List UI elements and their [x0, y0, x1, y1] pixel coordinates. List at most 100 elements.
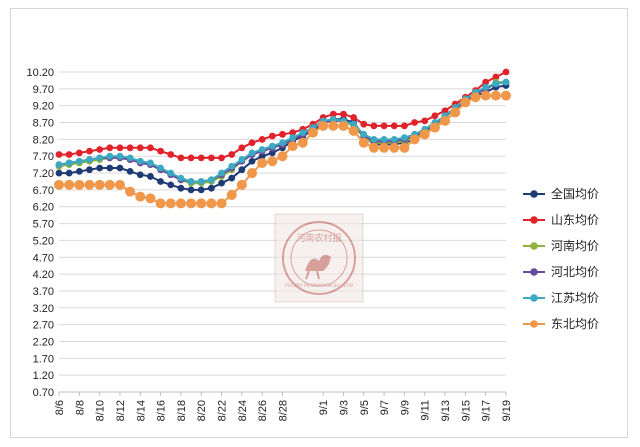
x-tick-label: 9/15	[460, 400, 472, 421]
data-point	[360, 130, 368, 138]
data-point	[338, 120, 349, 131]
data-point	[216, 198, 227, 209]
data-point	[248, 157, 256, 165]
data-point	[502, 78, 510, 86]
data-point	[257, 157, 268, 168]
legend-swatch-marker	[530, 190, 538, 198]
data-point	[348, 125, 359, 136]
data-point	[177, 154, 185, 162]
data-point	[277, 151, 288, 162]
data-point	[389, 142, 400, 153]
x-tick-label: 9/11	[420, 400, 432, 421]
data-point	[502, 68, 510, 76]
data-point	[390, 122, 398, 130]
x-tick-label: 8/6	[54, 400, 66, 415]
data-point	[136, 171, 144, 179]
x-tick-label: 8/20	[196, 400, 208, 421]
series-1	[55, 68, 510, 162]
data-point	[197, 186, 205, 194]
data-point	[287, 141, 298, 152]
data-point	[167, 151, 175, 158]
legend-swatch-marker	[530, 268, 538, 276]
x-tick-label: 8/18	[176, 400, 188, 421]
data-point	[268, 149, 276, 157]
data-point	[187, 186, 195, 194]
y-tick-label: 10.20	[26, 67, 54, 79]
data-point	[84, 179, 95, 190]
data-point	[258, 146, 266, 153]
y-tick-label: 8.20	[33, 134, 54, 146]
legend-item: 河北均价	[523, 265, 599, 279]
data-point	[104, 179, 115, 190]
legend-label: 山东均价	[551, 213, 599, 227]
data-point	[55, 151, 63, 158]
data-point	[236, 179, 247, 190]
data-point	[177, 174, 185, 182]
data-point	[368, 142, 379, 153]
x-tick-label: 9/13	[440, 400, 452, 421]
data-point	[329, 115, 337, 123]
data-point	[207, 176, 215, 184]
y-tick-label: 4.20	[33, 269, 54, 281]
y-tick-label: 5.20	[33, 235, 54, 247]
x-tick-label: 9/19	[501, 400, 513, 421]
data-point	[218, 169, 225, 177]
data-point	[258, 135, 266, 143]
y-tick-label: 2.70	[33, 320, 54, 332]
data-point	[350, 114, 358, 121]
data-point	[165, 198, 176, 209]
data-point	[136, 157, 144, 165]
data-point	[196, 198, 207, 209]
data-point	[86, 166, 93, 174]
data-point	[55, 161, 63, 169]
data-point	[96, 154, 104, 162]
legend-swatch-marker	[530, 216, 538, 224]
x-tick-label: 9/3	[338, 400, 350, 415]
data-point	[65, 151, 73, 158]
data-point	[421, 117, 429, 125]
y-tick-label: 3.70	[33, 286, 54, 298]
data-point	[175, 198, 186, 209]
data-point	[279, 139, 286, 147]
data-point	[431, 112, 439, 120]
data-point	[96, 164, 104, 172]
y-tick-label: 2.20	[33, 336, 54, 348]
data-point	[65, 159, 73, 167]
x-tick-label: 8/8	[74, 400, 86, 415]
data-point	[258, 152, 266, 160]
data-point	[460, 97, 471, 108]
data-point	[187, 154, 195, 162]
y-tick-label: 4.70	[33, 252, 54, 264]
data-point	[419, 129, 430, 140]
data-point	[86, 147, 93, 155]
y-tick-label: 8.70	[33, 118, 54, 130]
data-point	[197, 178, 205, 185]
data-point	[228, 174, 236, 182]
data-point	[126, 167, 134, 175]
legend-item: 江苏均价	[523, 291, 599, 305]
data-point	[370, 122, 378, 130]
data-point	[218, 154, 225, 162]
data-point	[157, 178, 164, 185]
data-point	[328, 120, 339, 131]
y-tick-label: 7.20	[33, 168, 54, 180]
data-point	[106, 144, 114, 152]
grid-lines	[59, 71, 506, 393]
data-point	[399, 142, 410, 153]
legend-swatch-marker	[530, 242, 538, 250]
data-point	[207, 184, 215, 192]
series-5	[54, 90, 511, 209]
data-point	[370, 135, 378, 143]
data-point	[340, 110, 347, 118]
data-point	[329, 110, 337, 118]
data-point	[238, 166, 246, 174]
legend-item: 河南均价	[523, 238, 599, 253]
data-point	[440, 115, 451, 126]
y-axis: 0.70 1.20 1.70 2.20 2.70 3.20 3.70 4.20 4.70 5.20…	[26, 67, 54, 399]
data-point	[380, 122, 388, 130]
data-point	[228, 151, 236, 158]
data-point	[501, 90, 511, 101]
x-tick-label: 9/5	[359, 400, 371, 415]
data-point	[401, 134, 408, 142]
